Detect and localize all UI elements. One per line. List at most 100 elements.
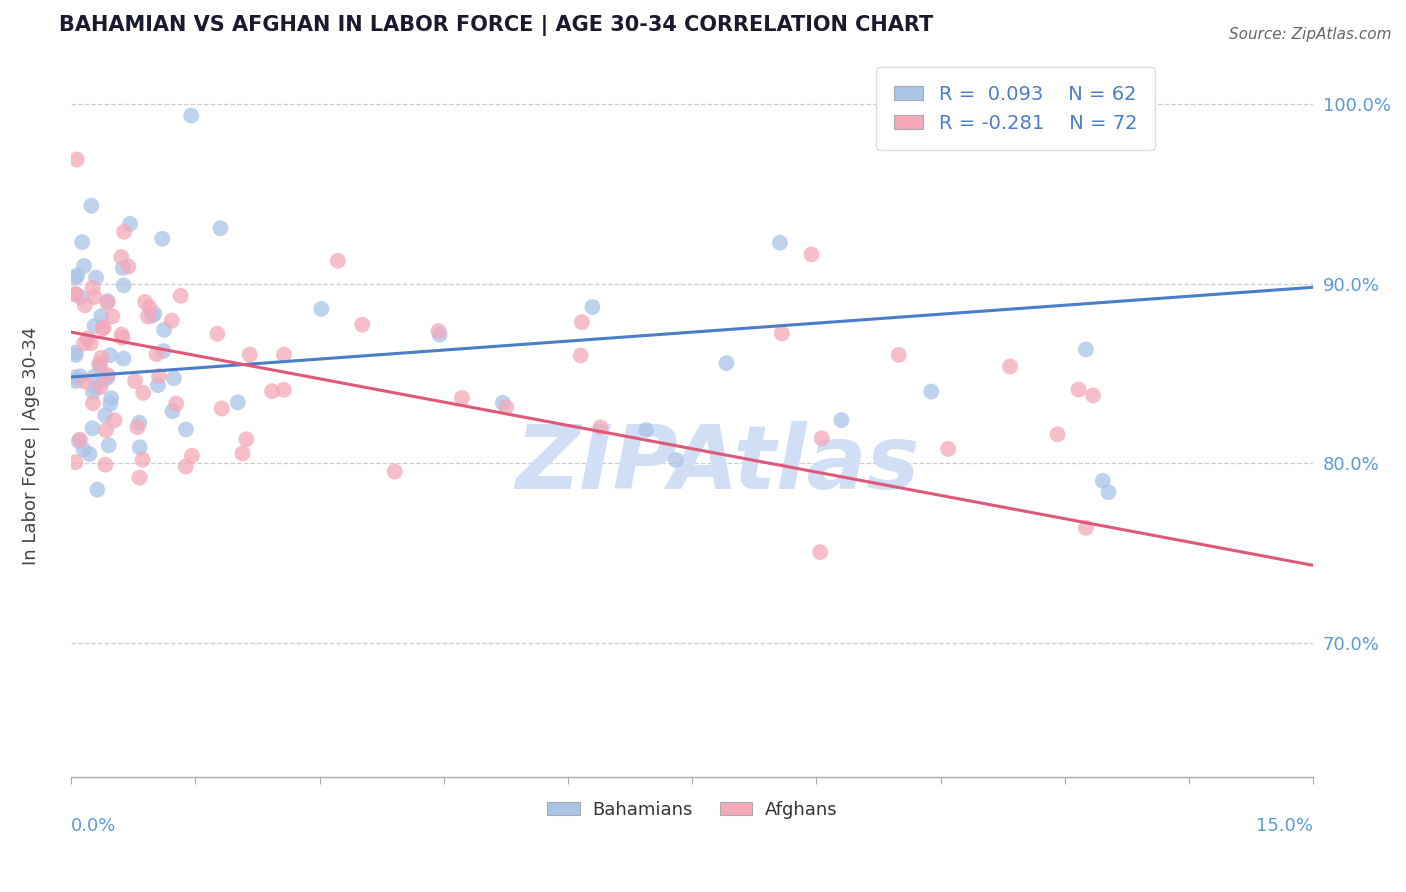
Point xyxy=(1067,383,1090,397)
Point xyxy=(94,423,117,437)
Point xyxy=(128,470,150,484)
Point xyxy=(72,442,94,457)
Text: 15.0%: 15.0% xyxy=(1257,816,1313,835)
Point xyxy=(165,396,187,410)
Point xyxy=(1074,521,1097,535)
Point xyxy=(384,465,406,479)
Point xyxy=(153,323,176,337)
Point xyxy=(84,380,107,394)
Point xyxy=(82,385,104,400)
Point xyxy=(94,458,117,472)
Point xyxy=(97,370,120,384)
Text: Source: ZipAtlas.com: Source: ZipAtlas.com xyxy=(1229,27,1392,42)
Point xyxy=(145,347,167,361)
Point xyxy=(112,278,135,293)
Point xyxy=(800,247,823,261)
Point xyxy=(581,300,603,314)
Point xyxy=(124,374,146,388)
Point xyxy=(97,438,120,452)
Point xyxy=(94,408,117,422)
Point xyxy=(65,455,87,469)
Point xyxy=(93,320,115,334)
Point xyxy=(127,420,149,434)
Point xyxy=(226,395,249,409)
Legend: Bahamians, Afghans: Bahamians, Afghans xyxy=(540,794,845,826)
Point xyxy=(920,384,942,399)
Point xyxy=(103,413,125,427)
Point xyxy=(73,375,96,389)
Point xyxy=(150,232,173,246)
Text: 0.0%: 0.0% xyxy=(72,816,117,835)
Point xyxy=(162,404,184,418)
Point xyxy=(589,420,612,434)
Point xyxy=(273,348,295,362)
Point xyxy=(134,295,156,310)
Point xyxy=(93,373,115,387)
Point xyxy=(132,385,155,400)
Point xyxy=(73,336,96,351)
Point xyxy=(98,397,121,411)
Point xyxy=(141,309,163,323)
Point xyxy=(111,331,134,345)
Point xyxy=(83,318,105,333)
Point xyxy=(146,378,169,392)
Point xyxy=(1081,388,1104,402)
Point xyxy=(138,301,160,315)
Point xyxy=(79,447,101,461)
Point xyxy=(174,422,197,436)
Point xyxy=(96,295,118,310)
Point xyxy=(1091,474,1114,488)
Point xyxy=(160,313,183,327)
Text: In Labor Force | Age 30-34: In Labor Force | Age 30-34 xyxy=(22,326,39,566)
Point xyxy=(569,348,592,362)
Point xyxy=(96,368,118,382)
Point xyxy=(84,270,107,285)
Point xyxy=(70,235,93,249)
Point xyxy=(65,286,87,301)
Point xyxy=(887,348,910,362)
Point xyxy=(80,336,103,351)
Point xyxy=(86,483,108,497)
Point xyxy=(492,395,515,409)
Point xyxy=(571,315,593,329)
Point xyxy=(209,221,232,235)
Point xyxy=(495,400,517,414)
Point xyxy=(65,345,87,359)
Point xyxy=(936,442,959,456)
Point xyxy=(73,259,96,273)
Point xyxy=(90,310,112,324)
Point xyxy=(66,268,89,283)
Point xyxy=(273,383,295,397)
Point xyxy=(131,452,153,467)
Point xyxy=(91,322,114,336)
Point xyxy=(180,109,202,123)
Point xyxy=(80,199,103,213)
Point xyxy=(112,351,135,366)
Point xyxy=(143,307,166,321)
Point xyxy=(830,413,852,427)
Point xyxy=(174,459,197,474)
Point xyxy=(769,235,792,250)
Point xyxy=(90,351,112,365)
Point xyxy=(83,290,105,304)
Point xyxy=(352,318,374,332)
Point xyxy=(998,359,1021,374)
Text: BAHAMIAN VS AFGHAN IN LABOR FORCE | AGE 30-34 CORRELATION CHART: BAHAMIAN VS AFGHAN IN LABOR FORCE | AGE … xyxy=(59,15,934,36)
Point xyxy=(231,446,253,460)
Point xyxy=(169,289,191,303)
Point xyxy=(262,384,284,399)
Point xyxy=(70,290,93,304)
Point xyxy=(1074,343,1097,357)
Point xyxy=(89,357,111,371)
Point xyxy=(100,391,122,405)
Point xyxy=(120,217,142,231)
Point xyxy=(83,369,105,384)
Point xyxy=(66,153,89,167)
Point xyxy=(1046,427,1069,442)
Point xyxy=(429,327,451,342)
Point xyxy=(128,440,150,454)
Point xyxy=(101,310,124,324)
Point xyxy=(65,270,87,285)
Point xyxy=(82,396,104,410)
Point xyxy=(770,326,793,341)
